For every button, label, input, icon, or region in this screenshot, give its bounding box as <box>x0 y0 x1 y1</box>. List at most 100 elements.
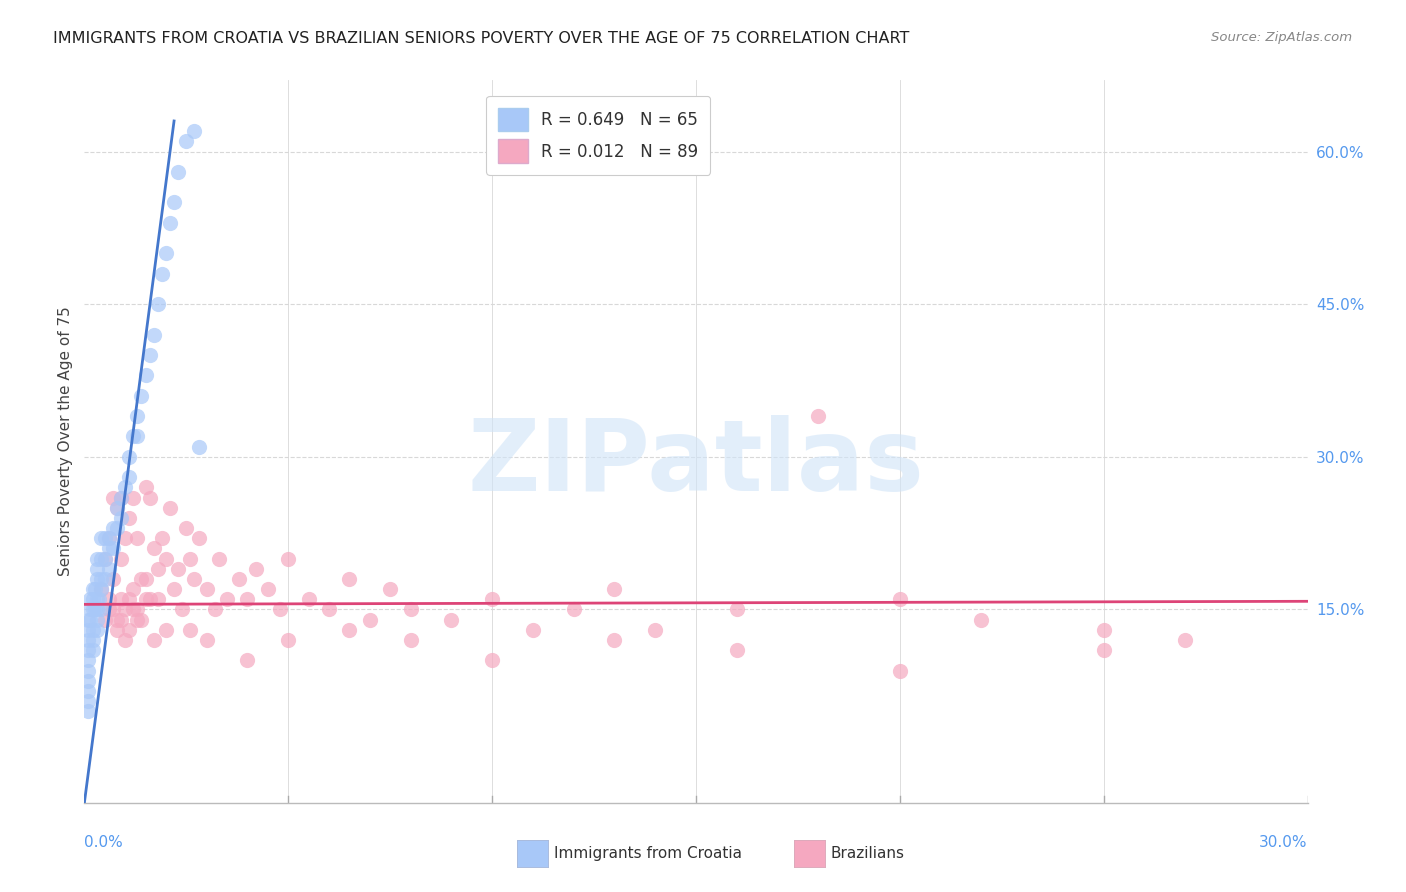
Point <box>172 602 194 616</box>
Point <box>122 491 145 505</box>
Point <box>135 592 157 607</box>
Text: ZIPatlas: ZIPatlas <box>468 415 924 512</box>
Point <box>399 602 422 616</box>
Point <box>93 551 115 566</box>
Point <box>118 623 141 637</box>
Point <box>179 623 201 637</box>
Point <box>114 480 136 494</box>
Point <box>236 653 259 667</box>
Point <box>257 582 280 596</box>
Point <box>269 602 291 616</box>
Point <box>86 623 108 637</box>
Point <box>90 572 112 586</box>
Y-axis label: Seniors Poverty Over the Age of 75: Seniors Poverty Over the Age of 75 <box>58 307 73 576</box>
Point <box>163 195 186 210</box>
Point <box>970 613 993 627</box>
Point <box>77 673 100 688</box>
Point <box>82 623 104 637</box>
Point <box>339 623 361 637</box>
Point <box>93 551 115 566</box>
Point <box>1092 643 1115 657</box>
Point <box>105 623 128 637</box>
Point <box>131 389 153 403</box>
Point <box>399 632 422 647</box>
Point <box>277 632 299 647</box>
Point <box>79 613 101 627</box>
Point <box>889 592 911 607</box>
Point <box>217 592 239 607</box>
Point <box>135 480 157 494</box>
Point <box>179 551 201 566</box>
Text: Source: ZipAtlas.com: Source: ZipAtlas.com <box>1212 31 1353 45</box>
Point <box>114 632 136 647</box>
Point <box>183 572 205 586</box>
Point <box>105 500 128 515</box>
Point <box>277 551 299 566</box>
Point <box>110 491 132 505</box>
Point <box>79 592 101 607</box>
Point <box>110 592 132 607</box>
Point <box>77 684 100 698</box>
Point <box>93 572 115 586</box>
Point <box>90 602 112 616</box>
Point <box>318 602 340 616</box>
Point <box>236 592 259 607</box>
Point <box>138 592 160 607</box>
Point <box>82 632 104 647</box>
Point <box>339 572 361 586</box>
Point <box>131 613 153 627</box>
Point <box>77 653 100 667</box>
Point <box>82 582 104 596</box>
Point <box>101 521 124 535</box>
Point <box>105 521 128 535</box>
Point <box>101 602 124 616</box>
Point <box>86 602 108 616</box>
Point <box>97 531 120 545</box>
Point <box>90 531 112 545</box>
Point <box>77 664 100 678</box>
Point <box>1174 632 1197 647</box>
Point <box>228 572 250 586</box>
Point <box>204 602 226 616</box>
Point <box>127 409 149 423</box>
Point <box>135 368 157 383</box>
Point <box>101 491 124 505</box>
Point <box>174 521 197 535</box>
Point <box>86 592 108 607</box>
Point <box>118 450 141 464</box>
Point <box>101 572 124 586</box>
Point <box>82 643 104 657</box>
Point <box>110 613 132 627</box>
Point <box>90 582 112 596</box>
Point <box>97 592 120 607</box>
Point <box>138 491 160 505</box>
Point <box>127 602 149 616</box>
Point <box>174 134 197 148</box>
Point <box>146 562 169 576</box>
Point <box>122 602 145 616</box>
Point <box>142 541 165 556</box>
Point <box>131 572 153 586</box>
Point <box>163 582 186 596</box>
Point <box>97 562 120 576</box>
Point <box>83 582 105 596</box>
Point <box>142 327 165 342</box>
Point <box>298 592 321 607</box>
Point <box>187 440 209 454</box>
Point <box>167 165 190 179</box>
Point <box>725 602 748 616</box>
Point <box>105 613 128 627</box>
Point <box>245 562 267 576</box>
Point <box>86 562 108 576</box>
Point <box>135 572 157 586</box>
Point <box>114 602 136 616</box>
Point <box>77 623 100 637</box>
Point <box>889 664 911 678</box>
Point <box>481 592 503 607</box>
Point <box>150 267 173 281</box>
Point <box>142 632 165 647</box>
Point <box>86 572 108 586</box>
Point <box>90 582 112 596</box>
Point <box>481 653 503 667</box>
Point <box>155 623 177 637</box>
